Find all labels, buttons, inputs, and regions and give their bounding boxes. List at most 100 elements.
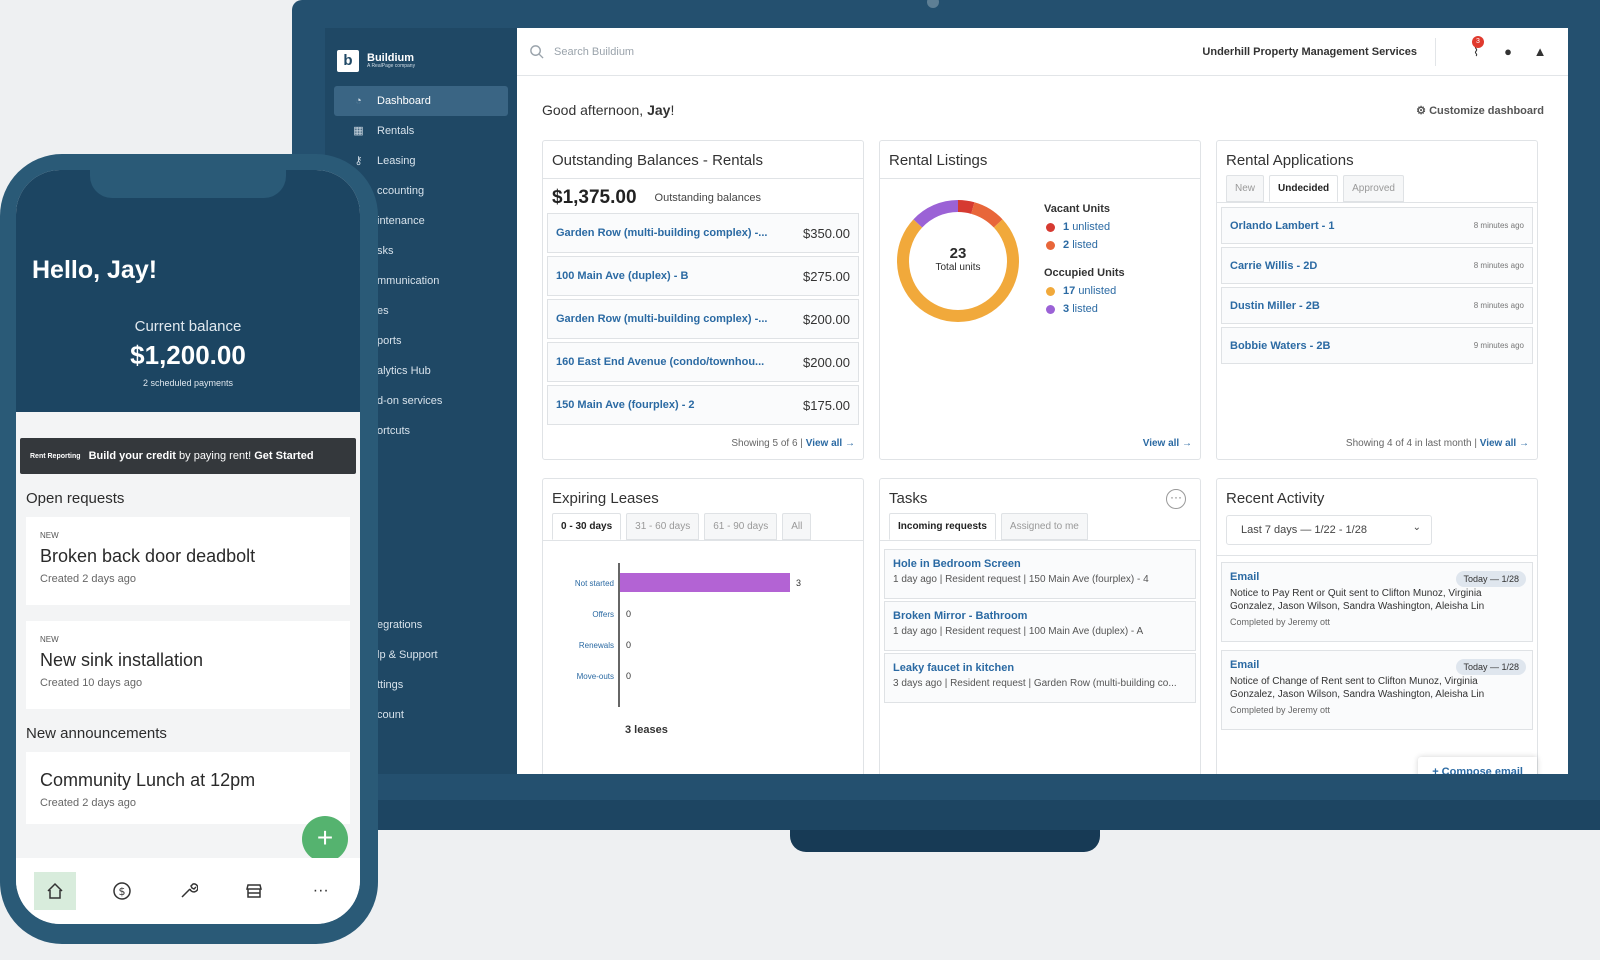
application-row[interactable]: Dustin Miller - 2B 8 minutes ago	[1221, 287, 1533, 324]
sidebar-item-dashboard[interactable]: ◔ Dashboard	[334, 86, 508, 116]
logo[interactable]: b Buildium A RealPage company	[325, 28, 517, 80]
donut-total: 23	[949, 245, 967, 262]
search-input[interactable]: Search Buildium	[529, 44, 1202, 59]
application-row[interactable]: Carrie Willis - 2D 8 minutes ago	[1221, 247, 1533, 284]
view-all-link[interactable]: View all →	[1142, 438, 1192, 449]
more-icon[interactable]: ···	[1166, 489, 1186, 509]
nav-home[interactable]	[34, 872, 77, 910]
add-button[interactable]: +	[302, 816, 348, 862]
laptop-notch	[790, 830, 1100, 852]
phone-bottom-nav: $ ···	[16, 858, 360, 924]
search-icon	[530, 45, 544, 59]
task-row[interactable]: Leaky faucet in kitchen 3 days ago | Resi…	[884, 653, 1196, 703]
alert-badge: 3	[1472, 35, 1484, 48]
wrench-icon	[181, 883, 198, 898]
category-label: Not started	[575, 579, 614, 588]
tab-31-60[interactable]: 31 - 60 days	[626, 513, 700, 540]
leases-total: 3 leases	[625, 724, 668, 736]
legend-item[interactable]: 3 listed	[1044, 303, 1125, 315]
balance-row[interactable]: Garden Row (multi-building complex) -...…	[547, 213, 859, 253]
greeting: Good afternoon, Jay!	[542, 102, 675, 118]
get-started-link[interactable]: Get Started	[254, 450, 314, 462]
balances-footer: Showing 5 of 6 | View all →	[731, 438, 855, 449]
chevron-down-icon: ⌄	[1412, 522, 1421, 533]
dollar-icon: $	[112, 882, 131, 900]
sidebar-item-label: Leasing	[377, 155, 416, 167]
tab-assigned[interactable]: Assigned to me	[1000, 513, 1088, 540]
scheduled-payments[interactable]: 2 scheduled payments	[142, 378, 234, 388]
tab-undecided[interactable]: Undecided	[1269, 175, 1339, 202]
tab-0-30[interactable]: 0 - 30 days	[552, 513, 622, 540]
chat-button[interactable]: ●	[1500, 44, 1516, 60]
balance-row[interactable]: 150 Main Ave (fourplex) - 2 $175.00	[547, 385, 859, 425]
sidebar-item-label: lp & Support	[377, 649, 438, 661]
nav-maintenance[interactable]	[167, 872, 209, 910]
current-balance-value: $1,200.00	[130, 340, 246, 370]
tasks-card: Tasks ··· Incoming requests Assigned to …	[879, 478, 1201, 774]
card-title: Rental Listings	[880, 141, 1200, 179]
balance-total-label: Outstanding balances	[654, 192, 761, 204]
notifications-button[interactable]: ▲	[1532, 44, 1548, 60]
tab-61-90[interactable]: 61 - 90 days	[704, 513, 778, 540]
legend-dot	[1046, 286, 1055, 296]
value-label: 0	[626, 640, 631, 650]
announcement-card[interactable]: Community Lunch at 12pm Created 2 days ag…	[26, 752, 350, 824]
card-title: Recent Activity	[1226, 490, 1325, 507]
balance-row[interactable]: 160 East End Avenue (condo/townhou... $20…	[547, 342, 859, 382]
application-row[interactable]: Bobbie Waters - 2B 9 minutes ago	[1221, 327, 1533, 364]
home-icon	[47, 882, 63, 899]
view-all-link[interactable]: View all →	[805, 438, 855, 449]
nav-payments[interactable]: $	[101, 872, 143, 910]
applications-tabs: New Undecided Approved	[1217, 171, 1537, 203]
activity-row[interactable]: Email Today — 1/28 Notice of Change of Ren…	[1221, 650, 1533, 730]
activity-button[interactable]: ⌇ 3	[1468, 35, 1484, 60]
donut-segment-2	[897, 219, 1019, 322]
dashboard-icon: ◔	[355, 94, 362, 107]
sidebar-item-label: ccounting	[377, 185, 425, 197]
card-title: Rental Applications	[1226, 152, 1354, 169]
tab-incoming[interactable]: Incoming requests	[889, 513, 996, 540]
open-requests-heading: Open requests	[26, 490, 125, 507]
legend-item[interactable]: 1 unlisted	[1044, 221, 1125, 233]
laptop-base	[292, 800, 1600, 830]
rent-reporting-banner[interactable]: Rent Reporting Build your credit by payi…	[20, 438, 356, 474]
balance-row[interactable]: 100 Main Ave (duplex) - B $275.00	[547, 256, 859, 296]
desktop-screen: b Buildium A RealPage company ◔ Dashboard …	[325, 28, 1568, 774]
tab-new[interactable]: New	[1226, 175, 1265, 202]
organization-name[interactable]: Underhill Property Management Services	[1202, 45, 1417, 58]
tab-approved[interactable]: Approved	[1343, 175, 1404, 202]
view-all-link[interactable]: View all →	[1479, 438, 1529, 449]
tab-all[interactable]: All	[782, 513, 812, 540]
store-icon	[246, 884, 263, 898]
sidebar-item-label: ttings	[377, 679, 404, 691]
request-card[interactable]: NEW Broken back door deadbolt Created 2 da…	[26, 517, 350, 605]
sidebar-item-label: Dashboard	[377, 95, 431, 107]
phone-greeting: Hello, Jay!	[32, 256, 158, 284]
compose-email-button[interactable]: + Compose email	[1418, 757, 1537, 774]
sidebar-item-label: ortcuts	[377, 425, 411, 437]
legend-item[interactable]: 17 unlisted	[1044, 285, 1125, 297]
sidebar-item-rentals[interactable]: ▦ Rentals	[334, 116, 508, 146]
outstanding-balances-card: Outstanding Balances - Rentals $1,375.00…	[542, 140, 864, 460]
nav-more[interactable]: ···	[300, 872, 342, 910]
task-row[interactable]: Broken Mirror - Bathroom 1 day ago | Resi…	[884, 601, 1196, 651]
sidebar-item-label: ports	[377, 335, 402, 347]
search-placeholder: Search Buildium	[554, 45, 635, 58]
sidebar-item-leasing[interactable]: ⚷ Leasing	[334, 146, 508, 176]
nav-store[interactable]	[233, 872, 275, 910]
bar[interactable]	[620, 573, 790, 592]
request-card[interactable]: NEW New sink installation Created 10 days …	[26, 621, 350, 709]
legend-item[interactable]: 2 listed	[1044, 239, 1125, 251]
legend-dot	[1046, 304, 1055, 314]
activity-row[interactable]: Email Today — 1/28 Notice to Pay Rent or Q…	[1221, 562, 1533, 642]
customize-dashboard-button[interactable]: ⚙ Customize dashboard	[1416, 105, 1544, 117]
rent-reporting-label: Rent Reporting	[30, 452, 81, 460]
rental-applications-card: Rental Applications New Undecided Approv…	[1216, 140, 1538, 460]
activity-date-filter[interactable]: Last 7 days — 1/22 - 1/28 ⌄	[1226, 515, 1432, 545]
task-row[interactable]: Hole in Bedroom Screen 1 day ago | Reside…	[884, 549, 1196, 599]
legend-dot	[1046, 222, 1055, 232]
balance-row[interactable]: Garden Row (multi-building complex) -...…	[547, 299, 859, 339]
sidebar-item-label: count	[377, 709, 404, 721]
card-title: Tasks	[889, 490, 928, 507]
